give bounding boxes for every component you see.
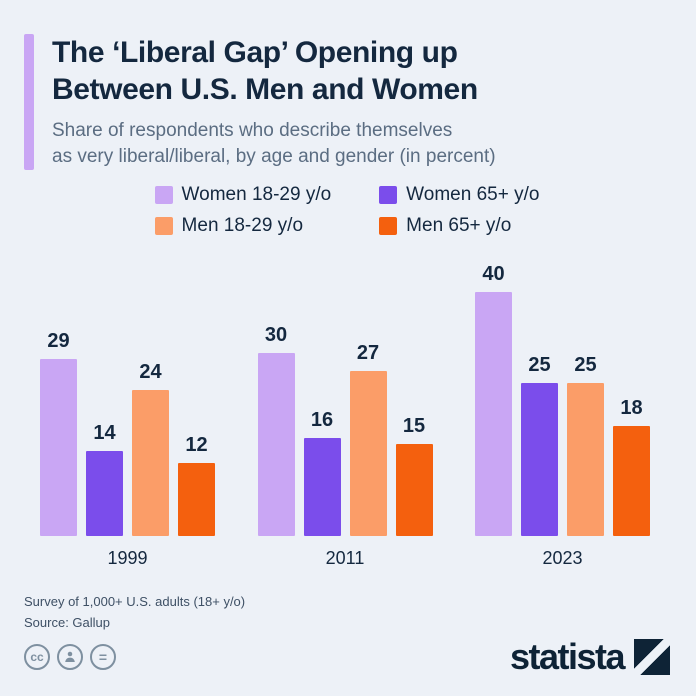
title-block: The ‘Liberal Gap’ Opening up Between U.S… [52, 34, 496, 170]
bar-value-label: 29 [47, 330, 70, 352]
legend-swatch-icon [379, 186, 398, 204]
title-accent-bar [24, 34, 34, 170]
legend-item-3: Men 65+ y/o [379, 215, 539, 237]
bar-men-18-29-y-o-2023: 25 [567, 354, 604, 536]
cc-icon[interactable]: cc [24, 644, 50, 670]
statista-logo[interactable]: statista [510, 636, 670, 678]
subtitle-line-1: Share of respondents who describe themse… [52, 120, 453, 141]
legend-swatch-icon [379, 217, 398, 235]
bar-value-label: 15 [402, 415, 426, 437]
category-label-2011: 2011 [325, 548, 365, 568]
bar-value-label: 27 [356, 342, 380, 364]
bar-men-18-29-y-o-1999: 24 [132, 361, 169, 536]
bar-rect [521, 383, 558, 536]
category-label-2023: 2023 [542, 548, 583, 568]
bar-group-2011: 30 16 27 15 2011 [257, 324, 433, 569]
legend-label: Women 18-29 y/o [181, 184, 332, 205]
legend-item-1: Women 65+ y/o [379, 184, 539, 206]
bar-group-2023: 40 25 25 18 2023 [475, 263, 650, 569]
bars-row-1999: 29 14 24 12 [40, 330, 215, 536]
cc-license-badge[interactable]: cc = [24, 644, 116, 670]
page-title: The ‘Liberal Gap’ Opening up Between U.S… [52, 34, 496, 108]
bar-men-18-29-y-o-2011: 27 [349, 342, 387, 536]
bar-rect [257, 353, 295, 536]
bar-rect [132, 390, 169, 536]
legend-label: Women 65+ y/o [406, 184, 540, 205]
legend-label: Men 18-29 y/o [181, 215, 304, 236]
footnote-survey: Survey of 1,000+ U.S. adults (18+ y/o) [24, 594, 246, 609]
bar-men-65-y-o-2011: 15 [395, 415, 433, 536]
title-line-1: The ‘Liberal Gap’ Opening up [52, 36, 458, 69]
statista-logo-mark-icon [634, 639, 670, 675]
bars-row-2023: 40 25 25 18 [475, 263, 650, 536]
bar-men-65-y-o-2023: 18 [613, 397, 650, 536]
bar-rect [613, 426, 650, 536]
bar-rect [178, 463, 215, 536]
legend-swatch-icon [154, 217, 173, 235]
bar-value-label: 18 [620, 397, 643, 419]
title-line-2: Between U.S. Men and Women [52, 73, 478, 106]
legend-item-2: Men 18-29 y/o [154, 215, 332, 237]
bar-value-label: 14 [93, 422, 116, 444]
bar-value-label: 40 [482, 263, 505, 285]
equal-icon[interactable]: = [90, 644, 116, 670]
bar-rect [475, 292, 512, 536]
subtitle-line-2: as very liberal/liberal, by age and gend… [52, 146, 496, 167]
bar-rect [349, 371, 387, 536]
bar-rect [303, 438, 341, 536]
statista-logo-text: statista [509, 636, 626, 677]
legend-item-0: Women 18-29 y/o [154, 184, 332, 206]
bar-rect [395, 444, 433, 536]
bar-women-65-y-o-2023: 25 [521, 354, 558, 536]
category-label-1999: 1999 [107, 548, 148, 568]
equal-icon-label: = [98, 649, 108, 665]
bar-women-18-29-y-o-1999: 29 [40, 330, 77, 536]
bar-rect [567, 383, 604, 536]
bar-value-label: 16 [310, 409, 334, 431]
bar-rect [86, 451, 123, 536]
cc-icon-label: cc [30, 650, 44, 664]
bar-value-label: 12 [185, 434, 208, 456]
bar-value-label: 25 [528, 354, 551, 376]
footnote-source: Source: Gallup [24, 615, 110, 630]
bar-women-18-29-y-o-2023: 40 [475, 263, 512, 536]
bars-row-2011: 30 16 27 15 [257, 324, 433, 536]
bar-group-1999: 29 14 24 12 1999 [40, 330, 215, 569]
bar-women-18-29-y-o-2011: 30 [257, 324, 295, 536]
attribution-person-icon[interactable] [57, 644, 83, 670]
bar-women-65-y-o-2011: 16 [303, 409, 341, 536]
bottom-row: cc = statista [24, 636, 670, 678]
chart-plot: 29 14 24 12 1999 30 16 27 15 2011 40 25 25 18 2023 [24, 263, 670, 569]
bar-value-label: 25 [574, 354, 597, 376]
page-subtitle: Share of respondents who describe themse… [52, 118, 496, 170]
footnotes: Survey of 1,000+ U.S. adults (18+ y/o) S… [24, 591, 670, 633]
legend-swatch-icon [154, 186, 173, 204]
bar-women-65-y-o-1999: 14 [86, 422, 123, 536]
bar-men-65-y-o-1999: 12 [178, 434, 215, 536]
person-icon [65, 651, 75, 662]
bar-value-label: 24 [139, 361, 162, 383]
legend-label: Men 65+ y/o [406, 215, 512, 236]
bar-rect [40, 359, 77, 536]
bar-value-label: 30 [264, 324, 288, 346]
legend: Women 18-29 y/o Women 65+ y/o Men 18-29 y/… [24, 184, 670, 237]
header: The ‘Liberal Gap’ Opening up Between U.S… [24, 34, 670, 170]
